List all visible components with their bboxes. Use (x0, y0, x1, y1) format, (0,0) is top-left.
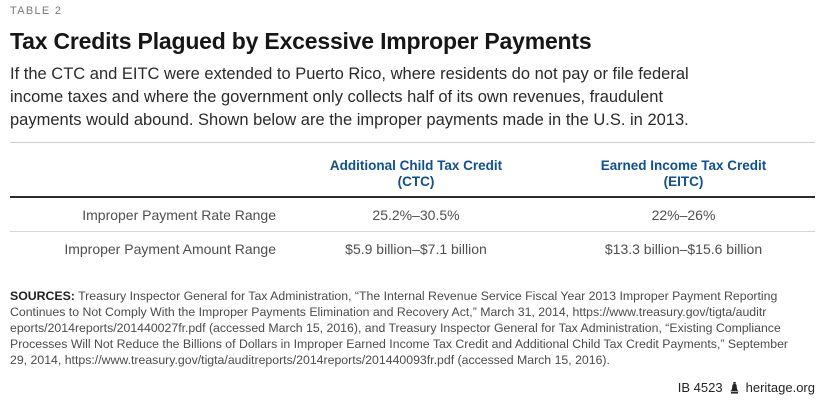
table-header-row: Additional Child Tax Credit (CTC) Earned… (10, 142, 815, 198)
column-header-eitc: Earned Income Tax Credit (EITC) (552, 158, 815, 190)
sources-line: eports/2014reports/201440027fr.pdf (acce… (10, 321, 781, 335)
row-label-amount-range: Improper Payment Amount Range (64, 240, 276, 257)
cell-eitc-amount-range: $13.3 billion–$15.6 billion (604, 240, 763, 257)
sources-label: SOURCES: (10, 289, 75, 303)
cell-ctc-rate-range: 25.2%–30.5% (372, 206, 460, 223)
row-label-rate-range: Improper Payment Rate Range (82, 206, 276, 223)
header-spacer (10, 158, 280, 190)
site-domain: heritage.org (745, 380, 815, 395)
column-header-ctc: Additional Child Tax Credit (CTC) (280, 158, 552, 190)
cell-ctc-amount-range: $5.9 billion–$7.1 billion (345, 240, 487, 257)
improper-payments-table: Additional Child Tax Credit (CTC) Earned… (10, 142, 815, 265)
column-header-eitc-line2: (EITC) (663, 174, 704, 189)
cell-eitc-rate-range: 22%–26% (651, 206, 716, 223)
table-kicker: TABLE 2 (10, 5, 63, 17)
sources-note: SOURCES: Treasury Inspector General for … (10, 288, 815, 368)
column-header-ctc-line2: (CTC) (397, 174, 435, 189)
column-header-ctc-line1: Additional Child Tax Credit (329, 158, 503, 173)
sources-line: SOURCES: Treasury Inspector General for … (10, 288, 815, 304)
sources-line-text: Treasury Inspector General for Tax Admin… (78, 289, 778, 303)
column-header-eitc-line1: Earned Income Tax Credit (600, 158, 767, 173)
liberty-bell-icon (728, 381, 741, 395)
intro-text: If the CTC and EITC were extended to Pue… (10, 63, 815, 132)
intro-line: income taxes and where the government on… (10, 88, 664, 106)
footer-credit: IB 4523 heritage.org (678, 380, 815, 395)
sources-line: Processes Will Not Reduce the Billions o… (10, 337, 789, 351)
table-row: Improper Payment Amount Range $5.9 billi… (10, 231, 815, 265)
sources-line: Continues to Not Comply With the Imprope… (10, 305, 767, 319)
doc-id: IB 4523 (677, 380, 723, 395)
intro-line: payments would abound. Shown below are t… (10, 111, 689, 129)
figure-title: Tax Credits Plagued by Excessive Imprope… (10, 28, 592, 54)
sources-line: 29, 2014, https://www.treasury.gov/tigta… (10, 353, 610, 367)
intro-line: If the CTC and EITC were extended to Pue… (10, 65, 689, 83)
table-row: Improper Payment Rate Range 25.2%–30.5% … (10, 198, 815, 231)
